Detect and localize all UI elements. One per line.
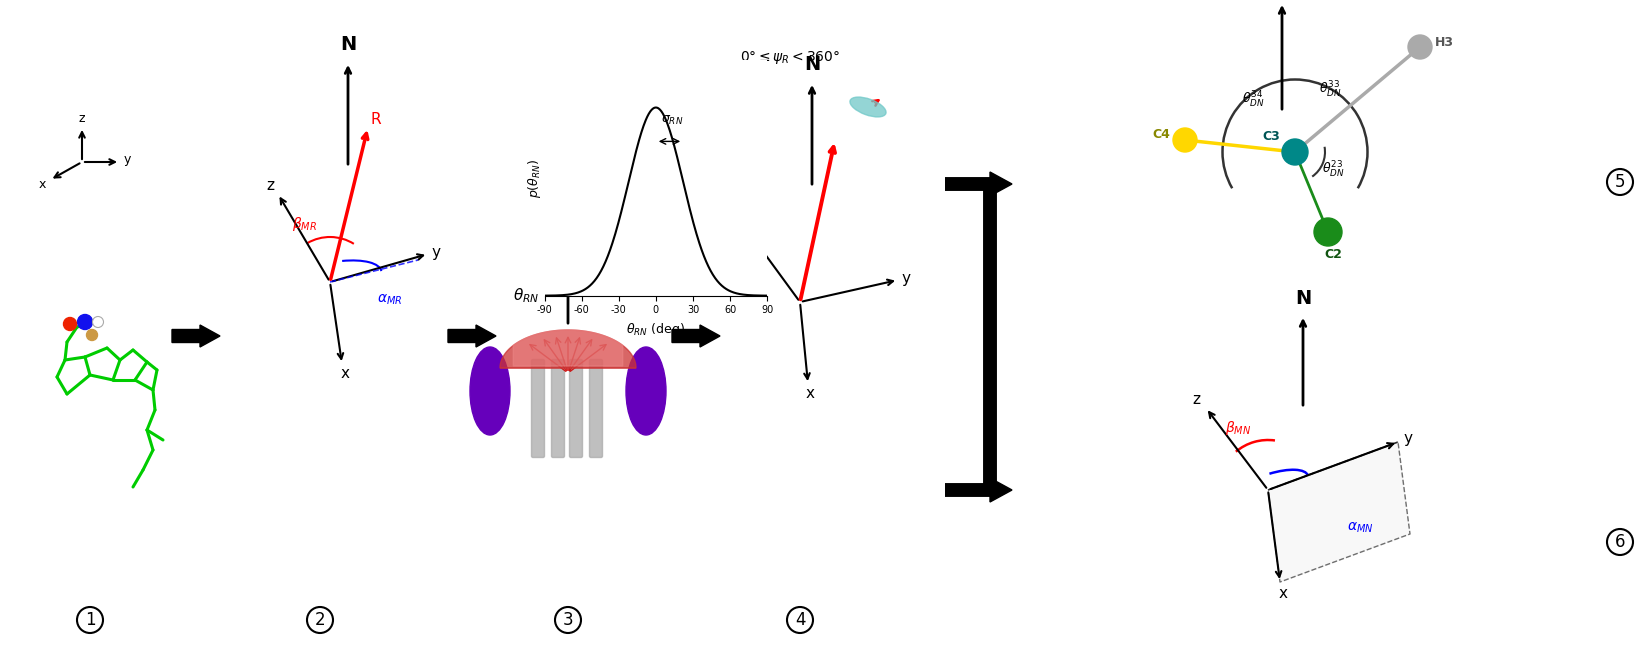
- Text: $\theta_{DN}^{23}$: $\theta_{DN}^{23}$: [1322, 160, 1345, 180]
- Circle shape: [554, 607, 581, 633]
- Ellipse shape: [470, 347, 510, 435]
- Text: $\beta_{MR}$: $\beta_{MR}$: [292, 215, 317, 233]
- Text: $\sigma_{RN}$: $\sigma_{RN}$: [660, 114, 683, 127]
- Text: y: y: [124, 153, 130, 167]
- Text: y: y: [432, 245, 441, 259]
- Text: x: x: [1279, 587, 1287, 601]
- Text: N: N: [1295, 288, 1312, 308]
- Text: C2: C2: [1323, 247, 1341, 261]
- Circle shape: [63, 317, 76, 331]
- Text: y: y: [901, 271, 911, 286]
- Text: 2: 2: [315, 611, 325, 629]
- Text: y: y: [1404, 431, 1412, 446]
- Text: 1: 1: [84, 611, 96, 629]
- FancyBboxPatch shape: [551, 360, 564, 458]
- Text: $\alpha_{MR}$: $\alpha_{MR}$: [378, 293, 403, 307]
- Text: $\beta_{MN}$: $\beta_{MN}$: [1224, 419, 1251, 437]
- Text: 6: 6: [1615, 533, 1625, 551]
- FancyArrow shape: [172, 325, 219, 347]
- Text: N: N: [559, 151, 576, 171]
- Text: x: x: [38, 177, 46, 190]
- FancyArrow shape: [672, 325, 719, 347]
- Text: z: z: [1191, 392, 1200, 407]
- Polygon shape: [990, 478, 1011, 502]
- Text: N: N: [340, 34, 356, 54]
- Text: N: N: [561, 252, 574, 270]
- Circle shape: [78, 314, 92, 329]
- Text: x: x: [805, 386, 815, 401]
- Text: C4: C4: [1152, 128, 1170, 142]
- Text: $\theta_{DN}^{33}$: $\theta_{DN}^{33}$: [1318, 80, 1341, 100]
- Text: N: N: [804, 54, 820, 73]
- Text: z: z: [79, 112, 86, 126]
- X-axis label: $\theta_{RN}$ (deg): $\theta_{RN}$ (deg): [627, 321, 685, 338]
- Circle shape: [1607, 529, 1634, 555]
- Polygon shape: [1267, 442, 1411, 582]
- Text: H3: H3: [1434, 36, 1454, 48]
- Ellipse shape: [850, 97, 886, 117]
- Text: $\theta_{RN}$: $\theta_{RN}$: [513, 287, 540, 305]
- Text: $0° \leq \psi_R < 360°$: $0° \leq \psi_R < 360°$: [739, 48, 840, 65]
- Text: 5: 5: [1615, 173, 1625, 191]
- Polygon shape: [990, 172, 1011, 196]
- FancyBboxPatch shape: [589, 360, 602, 458]
- Text: R: R: [371, 112, 381, 126]
- Circle shape: [1407, 35, 1432, 59]
- Text: 3: 3: [563, 611, 573, 629]
- Circle shape: [78, 607, 102, 633]
- Text: $\theta_{DN}^{34}$: $\theta_{DN}^{34}$: [1242, 90, 1264, 110]
- Circle shape: [307, 607, 333, 633]
- Text: C3: C3: [1262, 130, 1280, 142]
- Polygon shape: [500, 330, 635, 368]
- Text: $\alpha_{MN}$: $\alpha_{MN}$: [1346, 521, 1373, 535]
- Circle shape: [92, 317, 104, 327]
- Polygon shape: [513, 330, 622, 366]
- Circle shape: [1313, 218, 1341, 246]
- Text: z: z: [728, 204, 736, 220]
- Circle shape: [1282, 139, 1308, 165]
- Text: z: z: [266, 179, 274, 194]
- FancyArrow shape: [449, 325, 497, 347]
- Y-axis label: $p(\theta_{RN})$: $p(\theta_{RN})$: [526, 159, 543, 198]
- Text: x: x: [340, 366, 350, 382]
- Circle shape: [787, 607, 813, 633]
- Circle shape: [86, 329, 97, 341]
- Circle shape: [1607, 169, 1634, 195]
- FancyBboxPatch shape: [569, 360, 582, 458]
- FancyBboxPatch shape: [531, 360, 545, 458]
- Ellipse shape: [625, 347, 667, 435]
- Text: 4: 4: [795, 611, 805, 629]
- Circle shape: [1173, 128, 1196, 152]
